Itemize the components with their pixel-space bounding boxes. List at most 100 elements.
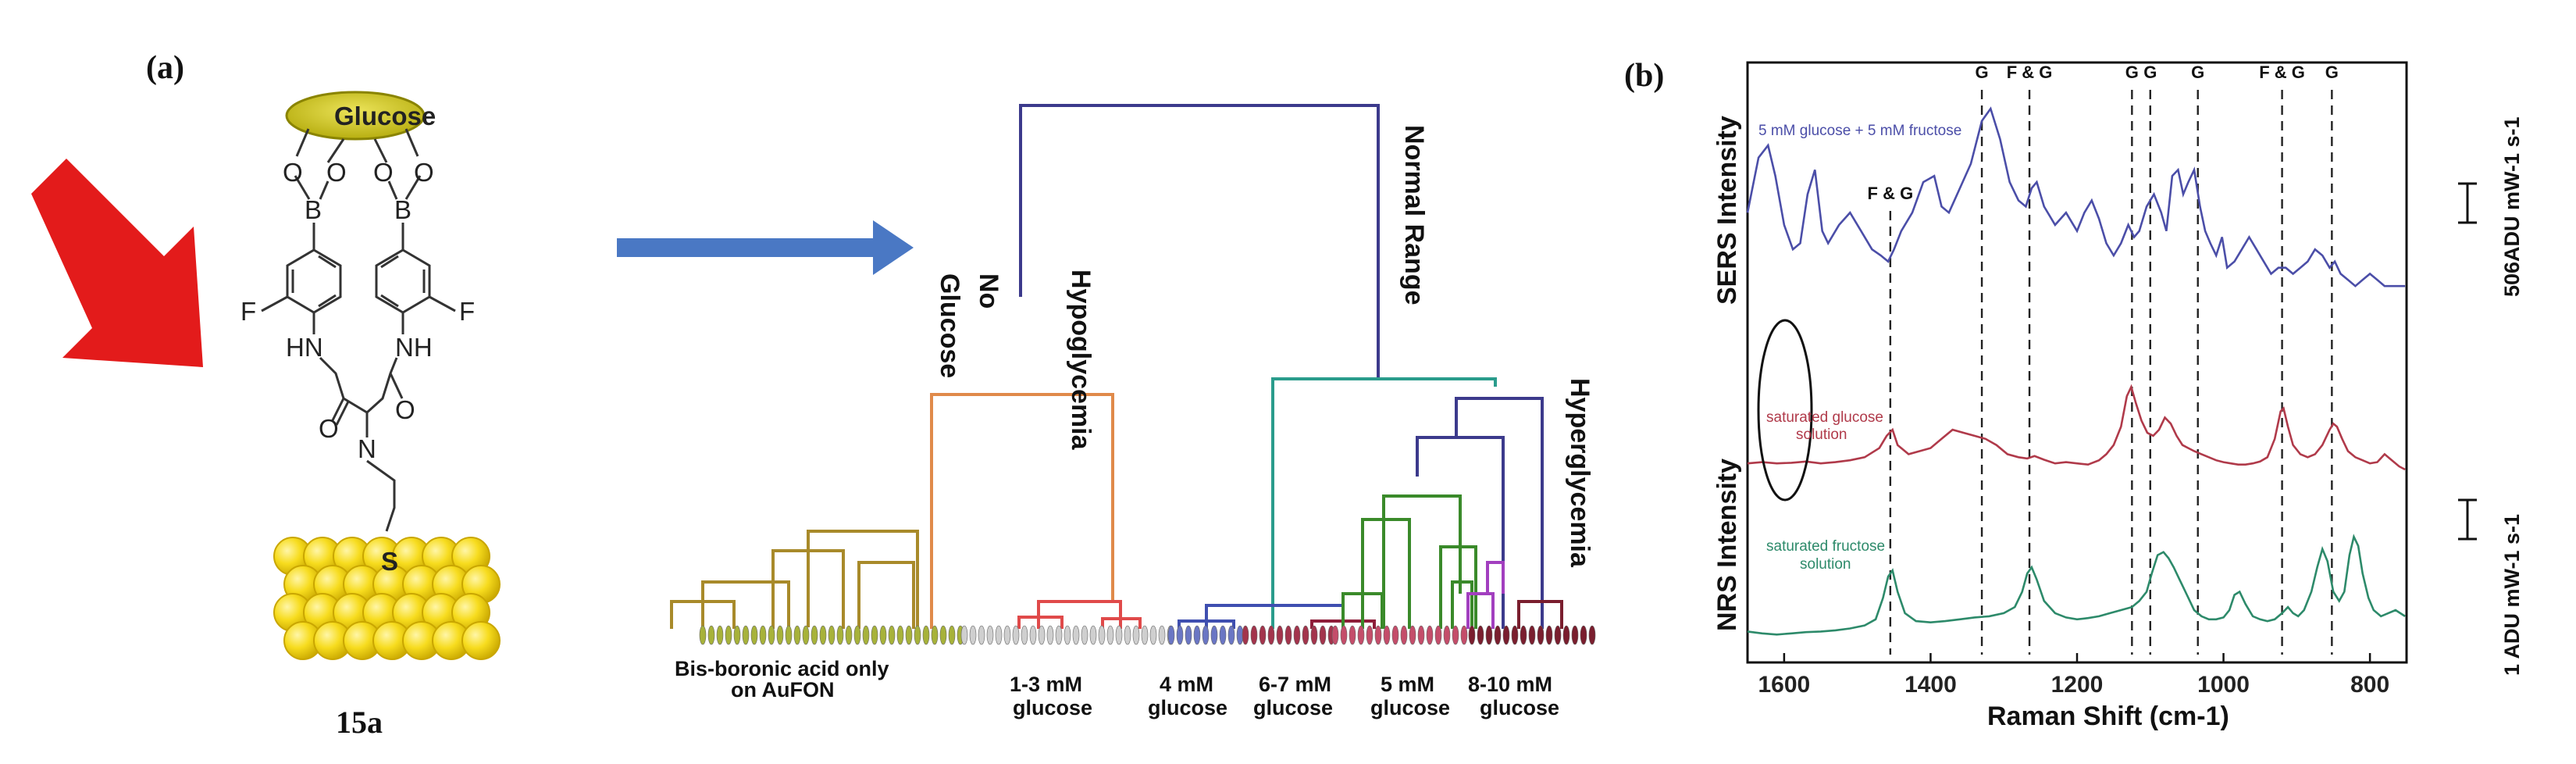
strip-bis	[879, 625, 887, 645]
series-line-2	[1747, 534, 2406, 636]
atom-n: N	[358, 434, 376, 463]
strip-hypo	[1149, 625, 1157, 645]
atom-hn: HN	[286, 333, 323, 362]
g810-label-1: 8-10 mM	[1468, 673, 1552, 696]
peak-label: G	[2191, 62, 2204, 82]
strip-10mm	[1477, 625, 1484, 645]
series-lines	[1746, 106, 2406, 636]
strip-5mm	[1331, 625, 1339, 645]
atom-o: O	[326, 158, 347, 187]
strip-hypo	[1106, 625, 1114, 645]
peak-label: G	[2325, 62, 2339, 82]
glucose-label: Glucose	[334, 102, 436, 130]
strip-hypo	[986, 625, 994, 645]
strip-6mm	[1310, 625, 1318, 645]
strip-6mm	[1319, 625, 1327, 645]
strip-bis	[759, 625, 767, 645]
g810-label-2: glucose	[1480, 696, 1559, 719]
strip-hypo	[960, 625, 968, 645]
strip-6mm	[1267, 625, 1275, 645]
compound-label: 15a	[336, 705, 383, 740]
hypoglycemia-label: Hypoglycemia	[1066, 270, 1096, 451]
strip-hypo	[1003, 625, 1011, 645]
dendro-link-5mm	[1341, 592, 1384, 629]
dendrogram	[670, 104, 1563, 629]
scale-label-top: 506ADU mW-1 s-1	[2500, 116, 2524, 297]
strip-bis	[725, 625, 732, 645]
hyperglycemia-label: Hyperglycemia	[1565, 378, 1594, 568]
strip-hypo	[1029, 625, 1037, 645]
dendro-link-10mm	[1517, 600, 1563, 629]
series-line-1	[1747, 384, 2406, 471]
strip-bis	[793, 625, 801, 645]
dendro-link-5mm-b	[1486, 561, 1505, 594]
bis-label-2: on AuFON	[731, 678, 834, 702]
panel-b-label: (b)	[1624, 58, 1664, 94]
dendro-link-no-glucose	[670, 600, 736, 629]
strip-10mm	[1494, 625, 1502, 645]
strip-bis	[828, 625, 836, 645]
dendro-link-hypo	[1017, 616, 1064, 629]
dendro-link-hypo	[1101, 617, 1142, 629]
strip-hypo	[1158, 625, 1166, 645]
strip-10mm	[1502, 625, 1510, 645]
dendro-link-4mm	[1205, 604, 1345, 629]
strip-hypo	[995, 625, 1003, 645]
strip-10mm	[1545, 625, 1553, 645]
g5-label-1: 5 mM	[1381, 673, 1434, 696]
strip-bis	[845, 625, 853, 645]
dendro-link-normal	[1271, 377, 1497, 629]
strip-hypo	[978, 625, 985, 645]
strip-10mm	[1554, 625, 1562, 645]
dendro-link-5mm	[1439, 545, 1477, 629]
strip-5mm	[1366, 625, 1374, 645]
strip-4mm	[1193, 625, 1201, 645]
strip-bis	[776, 625, 784, 645]
dendro-link-hyper	[1416, 436, 1505, 629]
series-label-mix: 5 mM glucose + 5 mM fructose	[1758, 123, 1961, 139]
strip-5mm	[1452, 625, 1459, 645]
strip-5mm	[1349, 625, 1356, 645]
strip-bis	[716, 625, 724, 645]
strip-5mm	[1391, 625, 1399, 645]
sample-strip	[699, 625, 1596, 645]
atom-s: S	[381, 547, 398, 576]
strip-hypo	[969, 625, 977, 645]
strip-hypo	[1055, 625, 1063, 645]
g4-label-1: 4 mM	[1160, 673, 1213, 696]
strip-10mm	[1537, 625, 1545, 645]
atom-nh: NH	[395, 333, 433, 362]
x-axis-label: Raman Shift (cm-1)	[1987, 702, 2229, 731]
strip-bis	[742, 625, 750, 645]
atom-b: B	[305, 195, 322, 224]
strip-4mm	[1176, 625, 1184, 645]
panel-a-label: (a)	[146, 50, 184, 86]
strip-4mm	[1227, 625, 1235, 645]
atom-o: O	[395, 395, 415, 424]
dendro-link-no-glucose	[857, 561, 915, 629]
strip-5mm	[1460, 625, 1468, 645]
g13-label-1: 1-3 mM	[1010, 673, 1082, 696]
strip-hypo	[1021, 625, 1028, 645]
strip-10mm	[1588, 625, 1596, 645]
strip-10mm	[1562, 625, 1570, 645]
normal-range-label: Normal Range	[1399, 125, 1429, 305]
atom-o: O	[373, 158, 394, 187]
strip-6mm	[1242, 625, 1249, 645]
dendro-link-5mm-b	[1466, 592, 1495, 629]
series-label-fructose-2: solution	[1800, 556, 1851, 573]
strip-hypo	[1038, 625, 1046, 645]
strip-5mm	[1374, 625, 1382, 645]
peak-label: F & G	[2259, 62, 2305, 82]
strip-5mm	[1434, 625, 1442, 645]
strip-4mm	[1202, 625, 1210, 645]
strip-10mm	[1528, 625, 1536, 645]
x-tick-label: 1200	[2051, 672, 2104, 698]
dendro-link-no-glucose	[771, 549, 845, 629]
strip-bis	[939, 625, 947, 645]
strip-bis	[811, 625, 818, 645]
strip-10mm	[1520, 625, 1527, 645]
strip-bis	[922, 625, 930, 645]
atom-o: O	[283, 158, 303, 187]
atom-o: O	[414, 158, 434, 187]
